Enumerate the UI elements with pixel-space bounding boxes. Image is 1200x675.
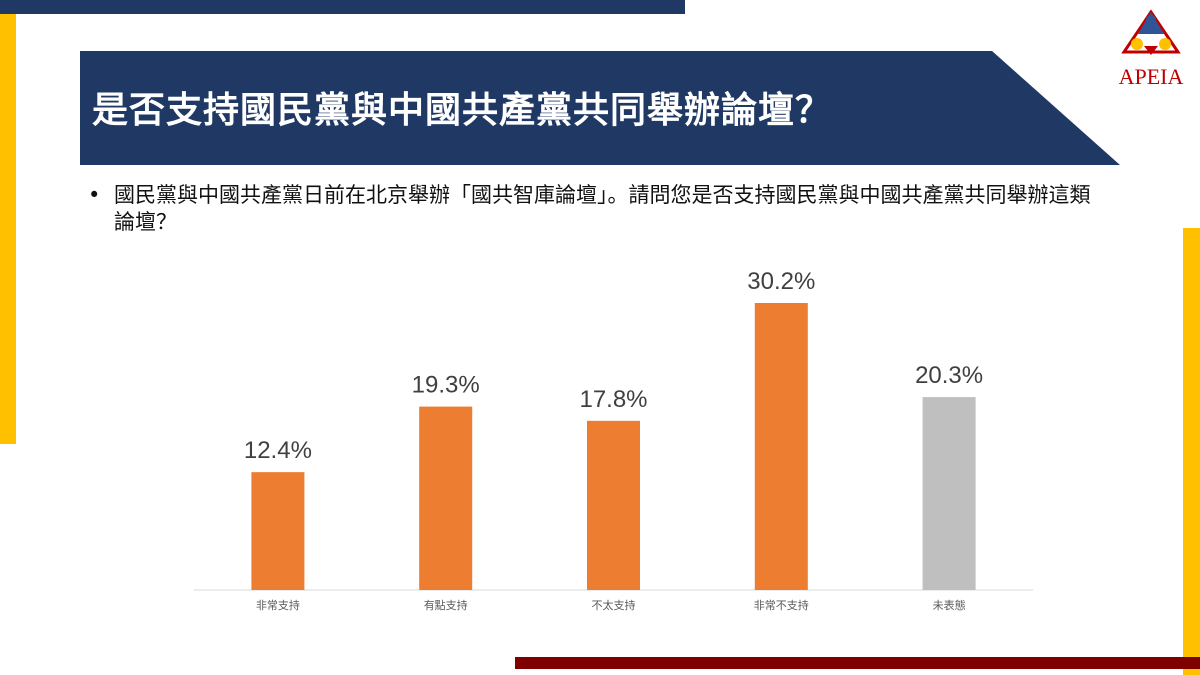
top-accent-bar [0, 0, 685, 14]
bullet-dot-icon: • [88, 183, 101, 207]
data-label-1: 12.4% [244, 437, 312, 464]
bar-1 [251, 472, 305, 590]
bar-3 [587, 420, 640, 590]
slide-title: 是否支持國民黨與中國共產黨共同舉辦論壇？ [92, 90, 833, 131]
question-text: 國民黨與中國共產黨日前在北京舉辦「國共智庫論壇」。請問您是否支持國民黨與中國共產… [114, 183, 1091, 234]
apeia-logo: APEIA [1110, 8, 1192, 90]
logo-text: APEIA [1118, 64, 1184, 89]
data-label-4: 30.2% [747, 268, 815, 295]
category-label-5: 未表態 [933, 598, 966, 612]
bar-4 [754, 303, 808, 590]
bar-2 [419, 406, 473, 590]
data-label-3: 17.8% [579, 386, 647, 413]
bar-5 [922, 397, 976, 590]
bottom-accent-bar [515, 657, 1200, 669]
title-banner: 是否支持國民黨與中國共產黨共同舉辦論壇？ [80, 51, 1120, 165]
category-label-4: 非常不支持 [754, 598, 809, 612]
logo-mark-icon [1121, 9, 1181, 55]
category-label-2: 有點支持 [424, 598, 468, 612]
category-label-1: 非常支持 [256, 598, 300, 612]
data-label-2: 19.3% [412, 372, 480, 399]
category-label-3: 不太支持 [592, 598, 636, 612]
data-label-5: 20.3% [915, 362, 983, 389]
left-accent-bar [0, 14, 16, 444]
title-banner-shape [80, 51, 1120, 165]
right-accent-bar [1183, 228, 1200, 675]
